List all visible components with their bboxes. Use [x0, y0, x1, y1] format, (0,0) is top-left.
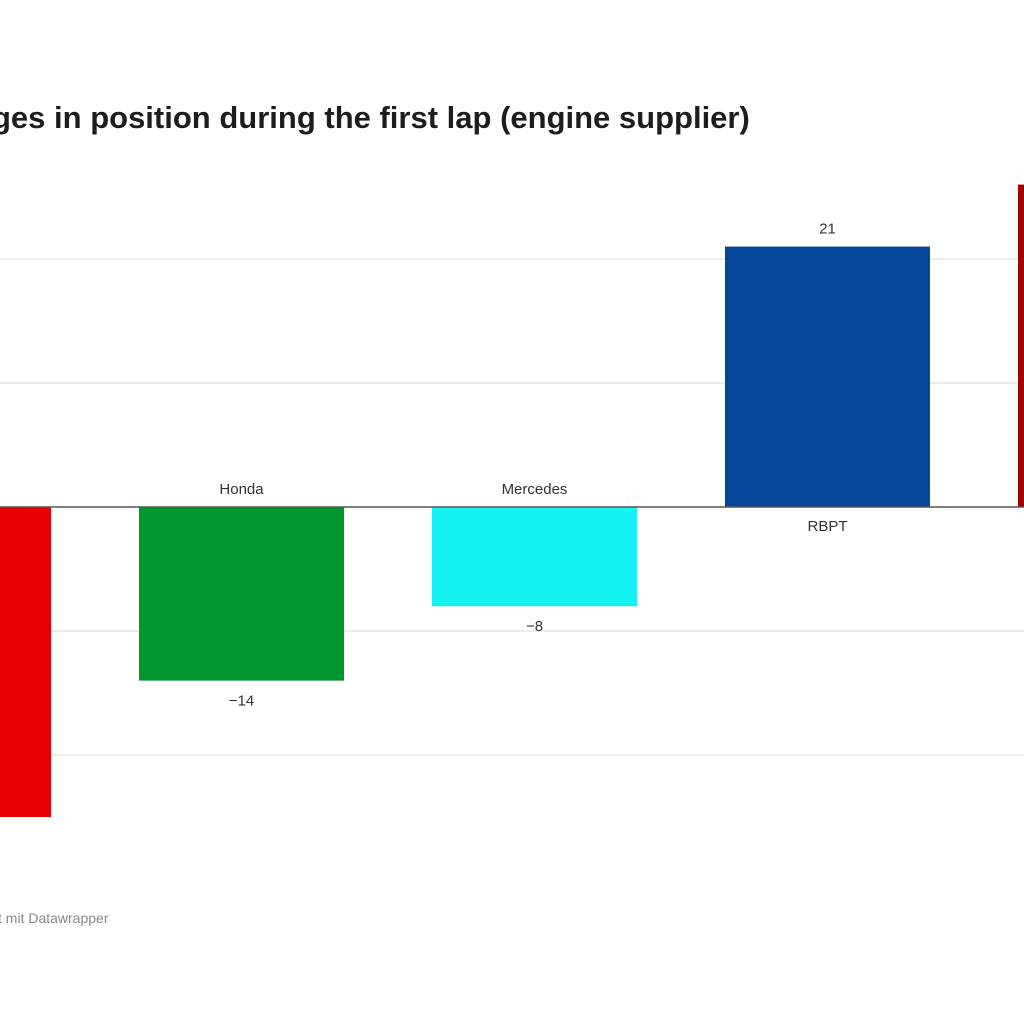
category-label: Mercedes [502, 481, 568, 498]
chart-title: ges in position during the first lap (en… [0, 100, 750, 135]
chart-footer: t mit Datawrapper [0, 910, 109, 926]
value-label: 21 [819, 221, 836, 238]
category-label: RBPT [807, 518, 847, 535]
bar [1018, 184, 1024, 507]
bar [0, 507, 51, 817]
bar [725, 246, 930, 507]
category-label: Honda [219, 481, 264, 498]
bar [432, 507, 637, 607]
bar [139, 507, 344, 681]
value-label: −8 [526, 618, 543, 635]
value-label: −14 [229, 693, 254, 710]
